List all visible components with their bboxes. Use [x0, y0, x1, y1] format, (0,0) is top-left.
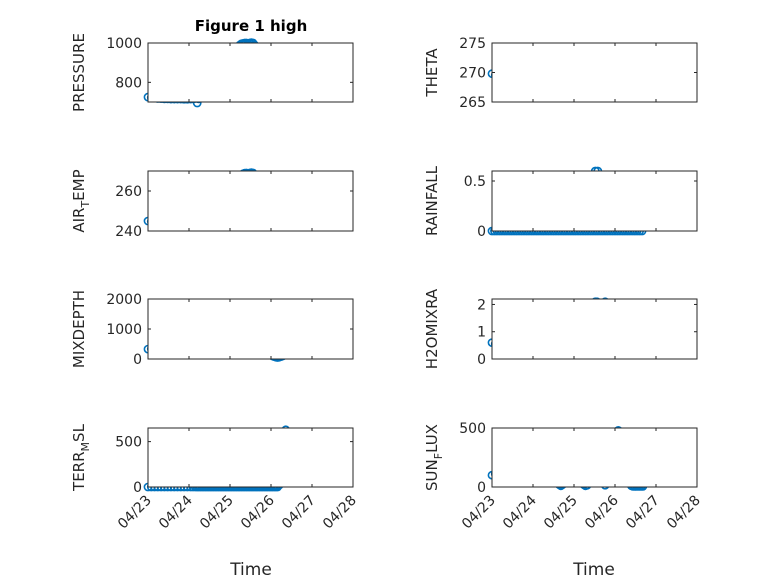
subplot-6: 0 1 2 H2OMIXRA [423, 288, 698, 369]
axes-box [147, 427, 354, 488]
figure-title: Figure 1 high [195, 17, 308, 35]
y-tick-label: 240 [115, 224, 142, 240]
axes-box [491, 170, 698, 232]
y-tick-label: 2000 [106, 292, 142, 308]
y-tick-label: 500 [115, 435, 142, 451]
subplot-3: 240 260 AIRTEMP [70, 168, 354, 240]
axes-box [491, 427, 698, 488]
y-tick-label: 0 [477, 352, 486, 368]
y-axis-label-rest: EMP [70, 169, 88, 200]
y-axis-label: H2OMIXRA [423, 288, 441, 369]
y-tick-label: 0 [477, 224, 486, 240]
y-axis-label: TERRMSL [70, 423, 92, 492]
y-axis-label-rest: LUX [423, 424, 441, 453]
y-tick-label: 800 [115, 75, 142, 91]
y-tick-label: 0 [133, 480, 142, 496]
y-axis-label-rest: SL [70, 423, 88, 442]
subplot-5: 0 1000 2000 MIXDEPTH [70, 290, 354, 368]
y-axis-label-main: SUN [423, 459, 441, 491]
y-axis-label: AIRTEMP [70, 169, 92, 232]
y-tick-label: 1000 [106, 322, 142, 338]
y-tick-label: 0.5 [464, 174, 486, 190]
y-tick-label: 0 [477, 480, 486, 496]
axes-box [491, 298, 698, 360]
x-axis-label-left: Time [229, 560, 272, 580]
y-tick-label: 2 [477, 297, 486, 313]
y-axis-label: MIXDEPTH [70, 290, 88, 368]
y-axis-label: THETA [423, 48, 441, 98]
axes-box [147, 42, 354, 103]
axes-box [491, 42, 698, 103]
y-axis-label-subscript: F [432, 453, 445, 459]
axes-box [147, 298, 354, 360]
subplot-4: 0 0.5 RAINFALL [423, 165, 698, 240]
axes-box [147, 170, 354, 232]
y-axis-label: PRESSURE [70, 33, 88, 112]
y-axis-label: RAINFALL [423, 165, 441, 236]
y-tick-label: 265 [459, 95, 486, 111]
y-axis-label-main: TERR [70, 451, 88, 492]
y-axis-label-subscript: T [79, 201, 92, 209]
x-axis-label-right: Time [572, 560, 615, 580]
y-tick-label: 1000 [106, 36, 142, 52]
y-tick-label: 500 [459, 421, 486, 437]
subplot-1: 800 1000 PRESSURE [70, 33, 354, 112]
y-tick-label: 0 [133, 352, 142, 368]
y-axis-label: SUNFLUX [423, 424, 445, 491]
y-tick-label: 1 [477, 325, 486, 341]
y-axis-label-main: AIR [70, 208, 88, 233]
y-tick-label: 275 [459, 36, 486, 52]
y-axis-label-subscript: M [79, 442, 92, 452]
y-tick-label: 260 [115, 184, 142, 200]
y-tick-label: 270 [459, 66, 486, 82]
subplot-2: 265 270 275 THETA [423, 36, 698, 111]
